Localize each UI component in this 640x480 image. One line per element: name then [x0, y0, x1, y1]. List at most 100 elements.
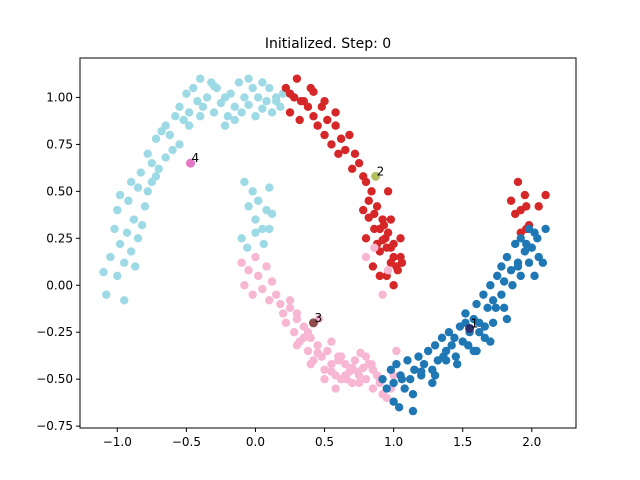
data-point: [140, 202, 150, 211]
points-layer: [99, 74, 550, 416]
data-point: [541, 190, 550, 200]
data-point: [394, 403, 404, 412]
data-point: [430, 371, 440, 380]
data-point: [131, 262, 140, 271]
data-point: [508, 281, 517, 290]
data-point: [361, 252, 371, 262]
data-point: [110, 224, 119, 234]
data-point: [313, 121, 322, 130]
centroid-label: 3: [314, 311, 322, 325]
data-point: [389, 281, 398, 290]
data-point: [397, 374, 407, 384]
data-point: [120, 258, 129, 267]
data-point: [414, 352, 423, 361]
data-point: [389, 239, 398, 249]
data-point: [400, 384, 409, 393]
y-tick-label: 0.50: [46, 184, 73, 198]
data-point: [389, 397, 398, 406]
data-point: [244, 74, 253, 83]
data-point: [234, 78, 244, 87]
data-point: [303, 102, 313, 112]
data-point: [251, 112, 260, 121]
data-point: [303, 328, 313, 337]
data-point: [336, 352, 346, 361]
data-point: [265, 296, 274, 305]
data-point: [202, 93, 212, 102]
chart-title: Initialized. Step: 0: [265, 36, 391, 52]
data-point: [502, 314, 512, 324]
data-point: [378, 290, 387, 299]
data-point: [368, 384, 378, 393]
data-point: [493, 271, 502, 281]
data-point: [522, 239, 531, 249]
data-point: [313, 341, 322, 350]
centroid-label: 4: [192, 151, 200, 165]
data-point: [143, 149, 152, 158]
data-point: [428, 378, 437, 388]
centroid-label: 1: [471, 316, 479, 330]
data-point: [258, 78, 267, 87]
data-point: [520, 190, 530, 200]
data-point: [248, 83, 257, 93]
x-tick-label: 0.5: [315, 435, 334, 449]
data-point: [193, 96, 202, 106]
y-axis: −0.75 −0.50 −0.25 0.00 0.25 0.50 0.75 1.00: [36, 90, 80, 433]
data-point: [331, 121, 340, 130]
data-point: [295, 115, 304, 125]
data-point: [161, 121, 170, 130]
data-point: [303, 346, 313, 356]
data-point: [479, 290, 488, 299]
data-point: [292, 74, 302, 83]
data-point: [289, 328, 299, 337]
data-point: [161, 153, 170, 162]
data-point: [242, 243, 252, 252]
data-point: [522, 202, 531, 211]
data-point: [417, 367, 426, 376]
data-point: [240, 93, 249, 102]
data-point: [327, 359, 336, 369]
data-point: [336, 134, 346, 143]
data-point: [516, 234, 525, 243]
centroid-marker: [186, 158, 196, 168]
x-tick-label: 1.5: [453, 435, 472, 449]
data-point: [267, 277, 277, 286]
data-point: [143, 187, 152, 196]
centroid-marker: [465, 323, 475, 333]
data-point: [359, 205, 368, 215]
data-point: [342, 374, 351, 384]
data-point: [497, 262, 506, 271]
data-point: [379, 220, 389, 230]
data-point: [367, 187, 376, 196]
data-point: [251, 228, 260, 237]
data-point: [184, 121, 194, 130]
data-point: [513, 262, 523, 271]
y-tick-label: 1.00: [46, 90, 73, 104]
data-point: [115, 239, 125, 249]
data-point: [382, 243, 391, 252]
data-point: [281, 318, 291, 328]
data-point: [423, 346, 433, 356]
data-point: [99, 267, 108, 277]
data-point: [506, 266, 516, 275]
data-point: [244, 266, 253, 275]
data-point: [106, 252, 115, 262]
data-point: [393, 266, 402, 275]
centroid-label: 2: [377, 164, 385, 178]
data-point: [122, 228, 132, 237]
data-point: [113, 271, 122, 281]
data-point: [320, 374, 329, 384]
data-point: [137, 220, 147, 230]
data-point: [350, 149, 360, 158]
data-point: [265, 224, 274, 234]
data-point: [209, 108, 219, 117]
data-point: [296, 96, 306, 106]
data-point: [262, 262, 271, 271]
data-point: [262, 96, 271, 106]
data-point: [175, 140, 184, 149]
data-point: [147, 158, 157, 168]
data-point: [406, 374, 415, 384]
data-point: [396, 252, 405, 262]
data-point: [254, 196, 263, 205]
data-point: [447, 341, 456, 350]
data-point: [382, 384, 391, 393]
